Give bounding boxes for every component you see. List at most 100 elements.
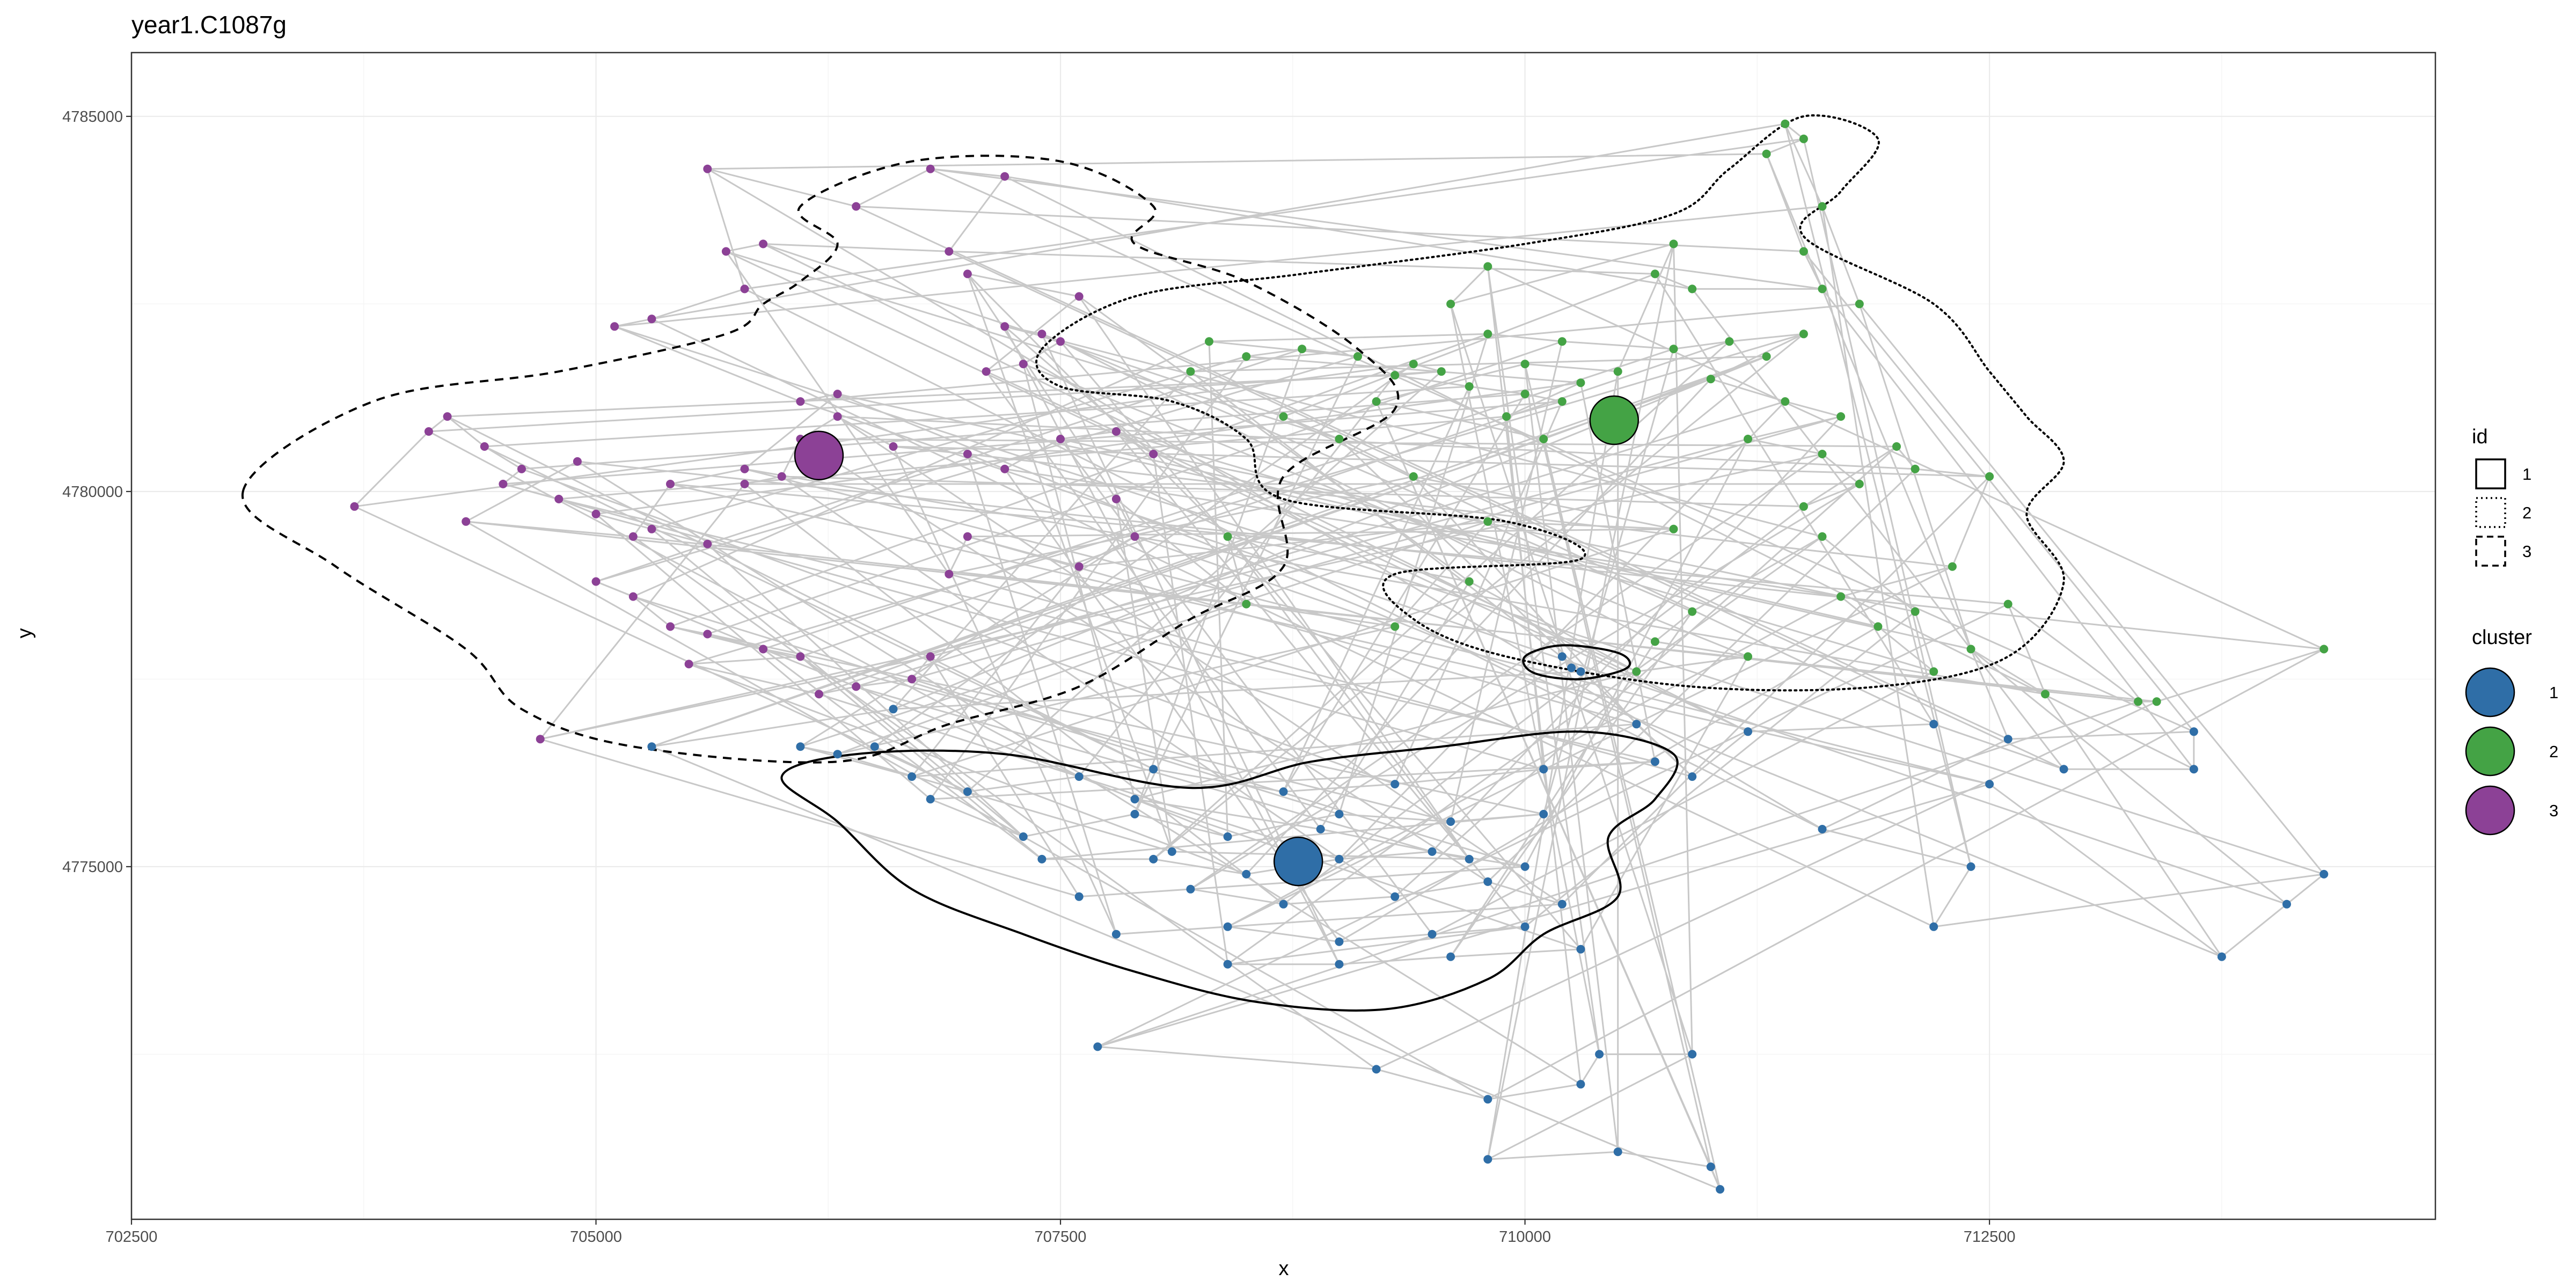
data-point-cluster-1 [1539, 765, 1548, 774]
data-point-cluster-2 [1966, 645, 1975, 654]
data-point-cluster-1 [889, 705, 898, 714]
data-point-cluster-2 [1242, 352, 1251, 361]
data-point-cluster-2 [1409, 472, 1418, 481]
data-point-cluster-3 [1074, 292, 1084, 301]
legend-id-key-bg [2473, 495, 2508, 530]
data-point-cluster-3 [945, 247, 954, 256]
data-point-cluster-3 [628, 592, 638, 601]
data-point-cluster-1 [1019, 832, 1028, 841]
x-tick-label: 710000 [1499, 1228, 1551, 1246]
data-point-cluster-3 [350, 502, 359, 511]
data-point-cluster-2 [1911, 464, 1920, 473]
data-point-cluster-3 [591, 577, 601, 586]
data-point-cluster-3 [666, 479, 675, 488]
data-point-cluster-2 [1948, 562, 1957, 571]
data-point-cluster-2 [2134, 697, 2143, 706]
data-point-cluster-1 [1074, 772, 1084, 781]
movement-path [1190, 123, 2326, 702]
data-point-cluster-1 [1520, 862, 1529, 871]
data-point-cluster-3 [815, 690, 823, 699]
data-point-cluster-1 [908, 772, 917, 781]
data-point-cluster-1 [1186, 884, 1195, 894]
data-point-cluster-2 [1818, 202, 1827, 211]
data-point-cluster-2 [1613, 367, 1622, 376]
legend-id-label: 2 [2522, 503, 2531, 522]
data-point-cluster-3 [777, 472, 786, 481]
data-point-cluster-1 [2189, 765, 2198, 774]
x-axis-title: x [1279, 1257, 1289, 1280]
data-point-cluster-1 [1093, 1042, 1102, 1051]
data-point-cluster-1 [1446, 817, 1455, 826]
data-point-cluster-3 [721, 247, 730, 256]
legend-cluster-key [2465, 667, 2515, 718]
data-point-cluster-3 [1056, 337, 1065, 346]
data-point-cluster-1 [1446, 952, 1455, 961]
legend-cluster-key [2465, 785, 2515, 836]
data-point-cluster-2 [1557, 397, 1567, 406]
data-point-cluster-3 [1130, 532, 1139, 541]
data-point-cluster-3 [703, 539, 712, 548]
y-axis: 4775000 4780000 4785000 [62, 108, 131, 876]
data-point-cluster-3 [424, 427, 433, 436]
data-point-cluster-1 [1037, 854, 1046, 863]
legend-cluster-label: 3 [2549, 801, 2558, 820]
data-point-cluster-2 [1576, 378, 1585, 387]
data-point-cluster-2 [1744, 435, 1752, 443]
data-point-cluster-1 [2217, 952, 2226, 961]
data-point-cluster-2 [1502, 412, 1511, 421]
data-point-cluster-3 [963, 532, 972, 541]
data-point-cluster-3 [926, 164, 935, 173]
data-point-cluster-3 [1019, 360, 1028, 369]
data-point-cluster-3 [926, 652, 935, 661]
data-point-cluster-1 [1929, 720, 1938, 729]
x-tick-label: 702500 [106, 1228, 158, 1246]
data-point-cluster-3 [554, 494, 564, 503]
data-point-cluster-3 [1037, 330, 1046, 339]
legend-id-title: id [2472, 426, 2488, 448]
data-point-cluster-1 [1279, 899, 1288, 909]
data-point-cluster-1 [1391, 892, 1400, 901]
data-point-cluster-2 [1391, 371, 1400, 380]
data-point-cluster-1 [1483, 877, 1492, 886]
data-point-cluster-3 [1056, 435, 1065, 443]
x-tick-label: 707500 [1035, 1228, 1087, 1246]
data-point-cluster-2 [1465, 382, 1474, 391]
data-point-cluster-1 [2003, 735, 2012, 744]
data-point-cluster-2 [2041, 690, 2050, 699]
home-range-contours [241, 114, 2065, 1012]
contour-id-2 [1035, 114, 2065, 692]
data-point-cluster-3 [610, 322, 619, 331]
data-point-cluster-2 [1242, 599, 1251, 609]
cluster-centroids [794, 395, 1640, 887]
data-point-cluster-1 [1557, 652, 1567, 661]
data-point-cluster-2 [1372, 397, 1381, 406]
data-point-cluster-2 [1483, 262, 1492, 271]
data-point-cluster-2 [1781, 119, 1790, 128]
contour-id-1 [780, 730, 1679, 1012]
data-point-cluster-2 [1353, 352, 1362, 361]
data-point-cluster-2 [1688, 284, 1697, 294]
data-point-cluster-3 [740, 479, 749, 488]
data-point-cluster-3 [740, 464, 749, 473]
data-point-cluster-1 [1316, 825, 1325, 833]
data-point-cluster-3 [1149, 450, 1158, 458]
plot-panel [130, 52, 2436, 1220]
data-point-cluster-1 [1650, 757, 1659, 766]
data-point-cluster-1 [1111, 930, 1121, 939]
legend-id-key [2475, 458, 2506, 489]
y-axis-title: y [13, 628, 36, 639]
data-point-cluster-3 [480, 442, 489, 451]
data-point-cluster-3 [1000, 172, 1009, 181]
data-point-cluster-3 [628, 532, 638, 541]
data-point-cluster-2 [1205, 337, 1213, 346]
data-point-cluster-1 [1167, 847, 1176, 856]
legend-id-keys: 1 2 3 [2473, 456, 2531, 569]
data-point-cluster-3 [1111, 494, 1121, 503]
data-point-cluster-1 [926, 795, 935, 804]
data-point-cluster-1 [1372, 1065, 1381, 1074]
data-point-cluster-2 [1186, 367, 1195, 376]
data-point-cluster-2 [1335, 435, 1344, 443]
data-point-cluster-2 [1632, 667, 1641, 676]
data-point-cluster-1 [870, 742, 879, 751]
